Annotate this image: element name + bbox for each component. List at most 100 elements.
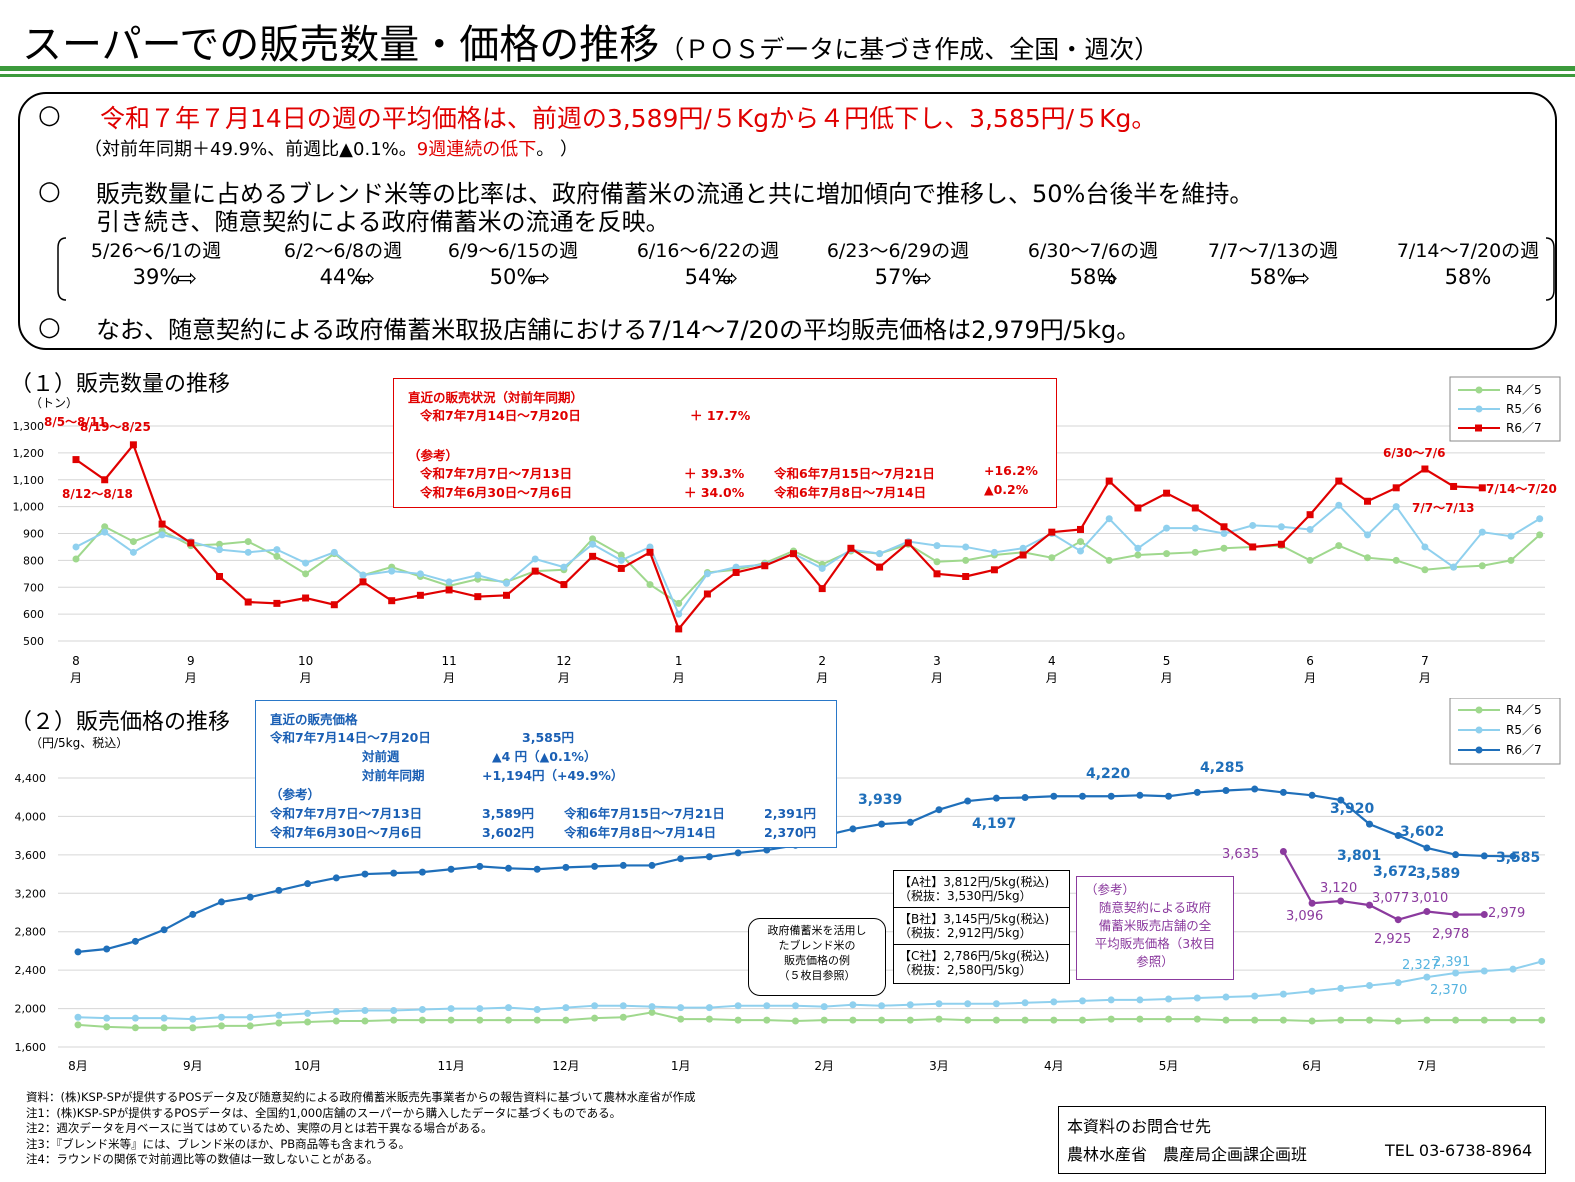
data-point [1538,957,1546,965]
y-tick-label: 2,400 [15,964,47,977]
data-point [1048,528,1056,536]
week-3: 6/9～6/15の週 50% [413,236,613,289]
data-point [1507,532,1515,540]
quantity-chart: 500 600 700 800 900 1,000 1,100 1,200 1,300 8 月 9 月 1… [13,376,1561,685]
summary-line-2a: 販売数量に占めるブレンド米等の比率は、政府備蓄米の流通と共に増加傾向で推移し、5… [96,180,1254,208]
week-label: 6/2～6/8の週 [283,240,403,262]
data-point [187,539,195,547]
data-point [820,1016,828,1024]
x-tick-label: 8月 [68,1059,88,1073]
data-point [1335,501,1343,509]
company-b-line2: （税抜：2,912円/5kg） [899,926,1032,940]
data-point [1421,465,1429,473]
x-tick-unit: 月 [300,671,312,685]
series-line [75,442,1483,632]
summary-line-3: なお、随意契約による政府備蓄米取扱店舗における7/14～7/20の平均販売価格は… [96,316,1141,344]
data-point [416,570,424,578]
section-2-title: （２）販売価格の推移 [10,710,231,735]
value-label: 2,370 [1430,983,1467,998]
summary-line-2b: 引き続き、随意契約による政府備蓄米の流通を反映。 [96,208,670,236]
data-point [160,1014,168,1022]
data-point [820,1003,828,1011]
data-point [646,543,654,551]
legend-marker [1475,746,1483,754]
data-point [646,581,654,589]
data-point [703,570,711,578]
data-point [878,1016,886,1024]
arrow-icon: ⇨ [1098,264,1119,292]
data-point [732,563,740,571]
legend-marker [1475,706,1483,714]
data-point [1394,916,1402,924]
qbox-r2-compare: 令和6年7月15日～7月21日 [774,466,935,481]
value-label: 3,589 [1416,866,1460,882]
data-point [1507,556,1515,564]
qbox-r2-compare-value: +16.2% [984,463,1038,478]
data-point [1423,1016,1431,1024]
data-point [878,820,886,828]
qbox-r1-value: ＋ 17.7% [690,408,751,423]
ref-line-5: 参照） [1136,954,1174,969]
arrow-icon: ⇨ [355,264,376,292]
data-point [72,555,80,563]
legend-label: R5／6 [1506,402,1542,416]
data-point [1478,528,1486,536]
data-point [359,578,367,586]
data-point [1249,543,1257,551]
value-label: 2,925 [1374,932,1411,947]
y-tick-label: 4,400 [15,772,47,785]
data-point [1335,542,1343,550]
ref-line-2: 随意契約による政府 [1098,900,1212,915]
data-point [390,1006,398,1014]
data-point [131,1014,139,1022]
data-point [1048,554,1056,562]
note-1: 注1：(株)KSP-SPが提供するPOSデータは、全国約1,000店舗のスーパー… [26,1105,622,1120]
data-point [964,1016,972,1024]
data-point [275,1011,283,1019]
data-point [476,1016,484,1024]
line1b-post: 。 ） [536,139,578,160]
data-point [1509,965,1517,973]
qbox-r1-label: 令和7年7月14日～7月20日 [420,408,581,423]
week-7: 7/7～7/13の週 58% [1173,236,1373,289]
company-b: 【B社】3,145円/5kg(税込) （税抜：2,912円/5kg） [894,908,1069,945]
y-tick-label: 1,100 [13,474,45,487]
data-point [648,1003,656,1011]
data-point [158,520,166,528]
data-point [1107,996,1115,1004]
data-point [275,1019,283,1027]
data-point [990,548,998,556]
blend-example-label: 政府備蓄米を活用し たブレンド米の 販売価格の例 （５枚目参照） [748,918,886,996]
data-point [1423,973,1431,981]
data-point [418,1016,426,1024]
data-point [990,566,998,574]
x-tick-label: 2 [818,654,826,668]
data-point [101,523,109,531]
data-point [1163,524,1171,532]
data-point [648,861,656,869]
data-point [246,1013,254,1021]
data-point [447,1005,455,1013]
data-point [1480,911,1488,919]
data-point [1279,847,1287,855]
data-point [1452,1016,1460,1024]
week-4: 6/16～6/22の週 54% [608,236,808,289]
value-label: 3,801 [1337,848,1381,864]
data-point [675,610,683,618]
data-point [849,1016,857,1024]
data-point [390,1016,398,1024]
data-point [1251,785,1259,793]
data-point [617,556,625,564]
value-label: 3,635 [1222,847,1259,862]
contact-title: 本資料のお問合せ先 [1067,1117,1212,1136]
pbox-r4-compare-value: 2,391円 [764,806,817,821]
bullet-2: ○ [38,176,61,206]
legend-marker [1475,726,1483,734]
data-point [962,556,970,564]
y-tick-label: 1,000 [13,501,45,514]
value-label: 3,585 [1496,850,1540,866]
data-point [619,1002,627,1010]
data-point [1509,1016,1517,1024]
data-point [1021,1016,1029,1024]
annotation-label: 8/19～8/25 [80,420,151,434]
